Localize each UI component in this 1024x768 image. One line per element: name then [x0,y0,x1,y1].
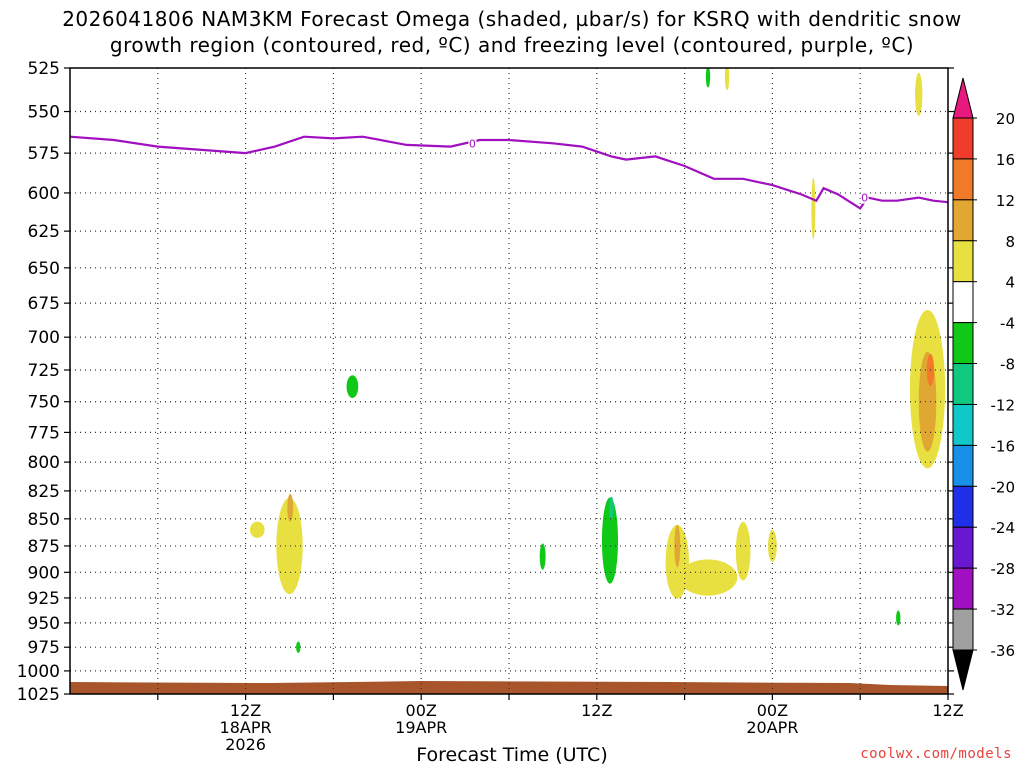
y-tick-label: 775 [28,423,60,443]
omega-region-16 [915,72,923,117]
omega-region-10 [678,559,738,596]
omega-region-2 [249,521,265,538]
colorbar-label: -16 [991,437,1016,455]
colorbar-label: -20 [991,478,1016,496]
omega-region-14 [724,68,730,91]
x-axis-label: Forecast Time (UTC) [416,744,608,766]
y-tick-label: 925 [28,589,60,609]
y-tick-label: 625 [28,222,60,242]
colorbar-box [952,526,974,569]
y-tick-label: 800 [28,453,60,473]
y-tick-label: 1025 [17,685,60,705]
omega-region-15 [705,68,711,88]
y-tick-label: 875 [28,537,60,557]
freezing-label-bg [468,136,477,150]
colorbar-label: -36 [991,642,1016,660]
y-tick-label: 550 [28,103,60,123]
freezing-level-label: 0 [861,192,868,205]
colorbar-box [952,608,974,651]
chart-title-line1: 2026041806 NAM3KM Forecast Omega (shaded… [62,7,962,31]
y-tick-label: 825 [28,482,60,502]
omega-region-25 [1015,622,1024,634]
colorbar-box [952,403,974,446]
omega-region-13 [811,177,816,240]
omega-region-4 [296,641,301,653]
colorbar-top-arrow [952,77,974,119]
colorbar-label: -12 [991,396,1016,414]
y-tick-label: 850 [28,510,60,530]
colorbar-label: -24 [991,519,1016,537]
ground-surface [70,681,948,694]
credit-link[interactable]: coolwx.com/models [860,746,1012,762]
colorbar-box [952,485,974,528]
y-tick-label: 600 [28,184,60,204]
x-tick-label: 00Z [406,701,437,720]
colorbar-label: 8 [1005,233,1015,251]
colorbar-label: -32 [991,601,1016,619]
plot-area: 00 [70,68,1024,694]
x-tick-label: 20APR [746,718,798,737]
y-tick-label: 575 [28,144,60,164]
y-tick-label: 975 [28,638,60,658]
freezing-level-line [70,135,948,210]
colorbar-box [952,158,974,201]
x-tick-label: 18APR [220,718,272,737]
plot-frame [69,67,949,695]
y-tick-label: 650 [28,259,60,279]
omega-region-11 [735,522,751,581]
x-tick-label: 12Z [230,701,261,720]
x-tick-label: 12Z [581,701,612,720]
omega-region-24 [1017,604,1024,632]
y-tick-label: 675 [28,294,60,314]
colorbar-label: 16 [996,151,1015,169]
omega-region-12 [768,529,777,562]
omega-region-20 [896,610,901,626]
colorbar-box [952,444,974,487]
colorbar-label: 20 [996,110,1015,128]
y-tick-label: 700 [28,328,60,348]
colorbar-label: -8 [1000,356,1015,374]
y-tick-label: 900 [28,563,60,583]
y-tick-label: 750 [28,393,60,413]
colorbar-label: 12 [996,192,1015,210]
omega-region-1 [287,493,294,522]
omega-region-5 [539,543,546,570]
colorbar-box [952,240,974,283]
colorbar-box [952,567,974,610]
freezing-label-bg [860,190,869,204]
colorbar-box [952,281,974,324]
colorbar-label: 4 [1005,274,1015,292]
y-tick-label: 950 [28,614,60,634]
y-tick-label: 525 [28,59,60,79]
omega-region-0 [276,497,303,595]
x-tick-label: 2026 [225,735,266,754]
omega-region-7 [609,496,614,519]
colorbar-box [952,322,974,365]
colorbar-label: -28 [991,560,1016,578]
colorbar-box [952,199,974,242]
x-tick-label: 00Z [757,701,788,720]
freezing-level-label: 0 [469,137,476,150]
colorbar-box [952,363,974,405]
chart-title-line2: growth region (contoured, red, ºC) and f… [109,33,915,57]
omega-region-9 [674,524,681,568]
x-tick-label: 19APR [395,718,447,737]
omega-region-3 [346,375,359,399]
colorbar-label: -4 [1000,315,1015,333]
colorbar-bottom-arrow [952,649,974,691]
colorbar-box [952,117,974,160]
y-tick-label: 1000 [17,662,60,682]
y-tick-label: 725 [28,361,60,381]
x-tick-label: 12Z [932,701,963,720]
